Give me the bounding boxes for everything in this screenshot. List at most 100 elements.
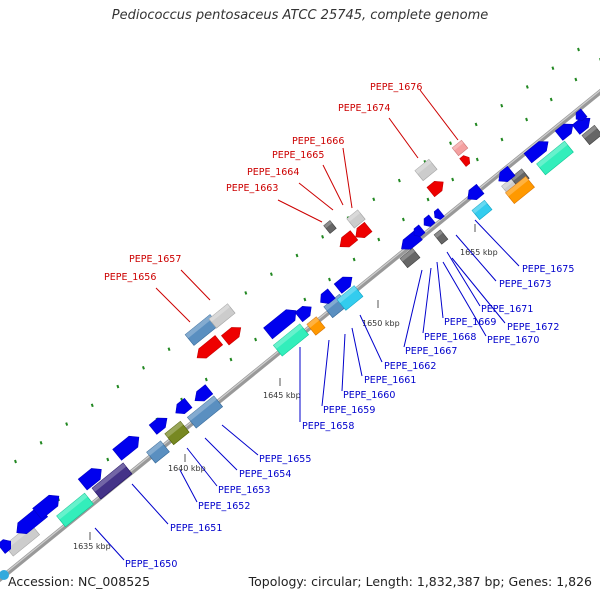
- gene-arrow[interactable]: [421, 214, 436, 229]
- gene-arrow[interactable]: [148, 414, 171, 435]
- gene-arrow[interactable]: [0, 537, 14, 554]
- gene-arrow[interactable]: [172, 397, 193, 417]
- gene-block[interactable]: [146, 440, 170, 464]
- gene-label-upper[interactable]: PEPE_1663: [226, 183, 278, 194]
- gene-block[interactable]: [471, 199, 493, 221]
- gene-block[interactable]: [581, 124, 600, 146]
- genome-summary-text: Topology: circular; Length: 1,832,387 bp…: [248, 574, 592, 589]
- gene-arrow[interactable]: [495, 165, 516, 185]
- gene-block[interactable]: [272, 323, 310, 357]
- gene-arrow[interactable]: [432, 208, 445, 222]
- gene-arrow[interactable]: [573, 108, 588, 123]
- gene-label-upper[interactable]: PEPE_1676: [370, 82, 422, 93]
- leader-line: [446, 251, 481, 307]
- gene-block[interactable]: [399, 247, 421, 269]
- leader-line: [155, 287, 191, 323]
- leader-line: [436, 261, 444, 319]
- gene-label-lower[interactable]: PEPE_1667: [405, 346, 457, 357]
- gene-label-lower[interactable]: PEPE_1660: [343, 390, 395, 401]
- gene-arrow[interactable]: [32, 491, 64, 520]
- grid-dot: [352, 257, 356, 262]
- gene-block[interactable]: [186, 395, 224, 429]
- gene-arrow[interactable]: [193, 335, 224, 363]
- gene-arrow[interactable]: [352, 221, 373, 241]
- grid-dot: [204, 377, 208, 382]
- gene-block[interactable]: [433, 229, 449, 245]
- gene-block[interactable]: [91, 462, 133, 500]
- grid-dot: [328, 277, 331, 282]
- gene-label-lower[interactable]: PEPE_1659: [323, 405, 375, 416]
- grid-dot: [167, 347, 171, 351]
- gene-block[interactable]: [56, 492, 94, 528]
- grid-dot: [525, 117, 529, 122]
- grid-dot: [254, 337, 258, 342]
- gene-label-lower[interactable]: PEPE_1668: [424, 332, 476, 343]
- gene-arrow[interactable]: [426, 177, 447, 198]
- leader-line: [180, 269, 211, 301]
- gene-arrow[interactable]: [464, 183, 485, 203]
- gene-label-lower[interactable]: PEPE_1652: [198, 501, 250, 512]
- gene-label-lower[interactable]: PEPE_1651: [170, 523, 222, 534]
- gene-label-lower[interactable]: PEPE_1658: [302, 421, 354, 432]
- grid-dot: [577, 47, 580, 52]
- gene-label-lower[interactable]: PEPE_1654: [239, 469, 291, 480]
- gene-block[interactable]: [323, 220, 337, 234]
- gene-arrow[interactable]: [317, 288, 336, 307]
- gene-block[interactable]: [164, 420, 190, 446]
- gene-label-upper[interactable]: PEPE_1666: [292, 136, 344, 147]
- leader-line: [179, 469, 198, 503]
- gene-label-lower[interactable]: PEPE_1675: [522, 264, 574, 275]
- gene-label-lower[interactable]: PEPE_1670: [487, 335, 539, 346]
- leader-line: [321, 339, 330, 407]
- gene-arrow[interactable]: [112, 432, 144, 461]
- grid-dot: [449, 141, 452, 145]
- gene-arrow[interactable]: [263, 305, 301, 340]
- gene-block[interactable]: [346, 209, 366, 229]
- leader-line: [298, 182, 334, 211]
- gene-block[interactable]: [505, 175, 535, 205]
- gene-arrow[interactable]: [523, 137, 552, 164]
- gene-label-upper[interactable]: PEPE_1656: [104, 272, 156, 283]
- gene-arrow[interactable]: [411, 224, 426, 239]
- leader-line: [359, 314, 383, 363]
- grid-dot: [116, 384, 120, 389]
- gene-block[interactable]: [336, 285, 364, 311]
- gene-block[interactable]: [208, 303, 236, 329]
- gene-label-lower[interactable]: PEPE_1671: [481, 304, 533, 315]
- gene-block[interactable]: [536, 140, 574, 176]
- gene-arrow[interactable]: [333, 273, 356, 294]
- gene-arrow[interactable]: [191, 384, 214, 406]
- gene-block[interactable]: [414, 158, 438, 182]
- grid-dot: [372, 197, 376, 202]
- leader-line: [422, 267, 432, 334]
- gene-label-lower[interactable]: PEPE_1650: [125, 559, 177, 570]
- gene-arrow[interactable]: [554, 120, 577, 141]
- grid-dot: [229, 357, 233, 362]
- gene-label-lower[interactable]: PEPE_1672: [507, 322, 559, 333]
- leader-line: [403, 269, 423, 348]
- gene-arrow[interactable]: [459, 154, 473, 167]
- leader-line: [388, 117, 419, 159]
- map-title: Pediococcus pentosaceus ATCC 25745, comp…: [111, 8, 489, 23]
- gene-arrow[interactable]: [221, 323, 244, 346]
- gene-label-lower[interactable]: PEPE_1669: [444, 317, 496, 328]
- grid-dot: [295, 253, 299, 258]
- gene-block[interactable]: [306, 316, 326, 336]
- gene-label-upper[interactable]: PEPE_1657: [129, 254, 181, 265]
- gene-block[interactable]: [184, 314, 220, 346]
- gene-label-upper[interactable]: PEPE_1665: [272, 150, 324, 161]
- grid-dot: [244, 291, 248, 295]
- gene-arrow[interactable]: [77, 464, 105, 491]
- gene-block[interactable]: [451, 139, 469, 157]
- gene-label-upper[interactable]: PEPE_1664: [247, 167, 299, 178]
- gene-arrow[interactable]: [294, 302, 315, 323]
- leader-line: [442, 261, 487, 337]
- gene-label-lower[interactable]: PEPE_1653: [218, 485, 270, 496]
- gene-label-lower[interactable]: PEPE_1662: [384, 361, 436, 372]
- scale-tick-label: 1655 kbp: [460, 248, 498, 257]
- gene-label-lower[interactable]: PEPE_1661: [364, 375, 416, 386]
- gene-label-upper[interactable]: PEPE_1674: [338, 103, 390, 114]
- gene-label-lower[interactable]: PEPE_1673: [499, 279, 551, 290]
- gene-arrow[interactable]: [336, 230, 359, 252]
- gene-label-lower[interactable]: PEPE_1655: [259, 454, 311, 465]
